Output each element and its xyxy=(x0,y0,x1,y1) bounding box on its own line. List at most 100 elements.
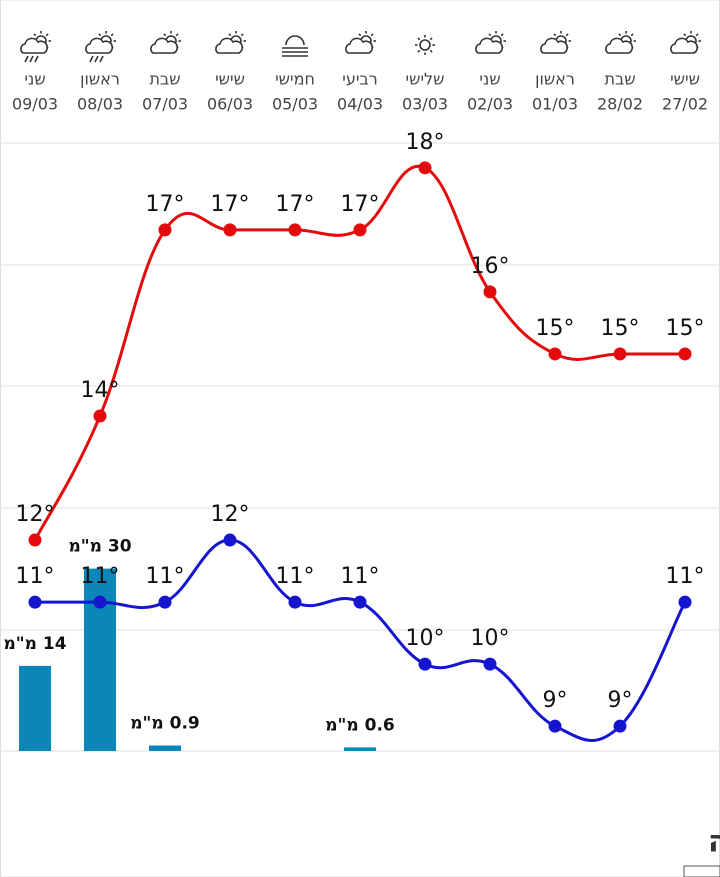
cloud xyxy=(670,37,699,54)
temp-point xyxy=(418,161,432,175)
temp-label: 15° xyxy=(666,316,705,341)
ray xyxy=(110,33,114,37)
ray xyxy=(98,33,102,37)
date-label: 01/03 xyxy=(532,95,578,114)
ray xyxy=(175,33,179,37)
temp-point xyxy=(93,595,107,609)
cloud xyxy=(605,37,634,54)
temp-label: 11° xyxy=(146,564,185,589)
temp-point xyxy=(613,719,627,733)
temp-point xyxy=(613,347,627,361)
ray xyxy=(488,33,492,37)
drop xyxy=(94,55,99,63)
rain-bar xyxy=(149,745,181,751)
temp-point xyxy=(483,657,497,671)
day-label: ראשון xyxy=(535,70,575,89)
rain-bar xyxy=(344,747,376,751)
temp-label: 12° xyxy=(16,502,55,527)
ray xyxy=(500,33,504,37)
drop xyxy=(24,55,29,63)
day-label: שני xyxy=(24,70,45,89)
temp-point xyxy=(223,533,237,547)
day-label: ראשון xyxy=(80,70,120,89)
ray xyxy=(630,33,634,37)
cloud xyxy=(215,37,244,54)
temp-point xyxy=(353,223,367,237)
temp-label: 11° xyxy=(16,564,55,589)
fog-top xyxy=(285,35,305,46)
date-label: 06/03 xyxy=(207,95,253,114)
temp-point xyxy=(28,533,42,547)
temp-label: 16° xyxy=(471,254,510,279)
temp-label: 15° xyxy=(536,316,575,341)
chart-title: מזג אוויר שעתי נהריה xyxy=(708,825,720,860)
sun xyxy=(419,39,431,51)
ray xyxy=(417,37,421,41)
temp-label: 17° xyxy=(211,192,250,217)
temp-label: 10° xyxy=(471,626,510,651)
ray xyxy=(370,33,374,37)
temp-point xyxy=(483,285,497,299)
rain-label: 0.6 מ"מ xyxy=(325,715,395,735)
temp-label: 18° xyxy=(406,130,445,155)
rain-label: 30 מ"מ xyxy=(68,537,131,557)
temp-point xyxy=(223,223,237,237)
temp-label: 17° xyxy=(276,192,315,217)
day-label: שישי xyxy=(670,70,700,89)
date-label: 05/03 xyxy=(272,95,318,114)
temp-label: 9° xyxy=(608,688,633,713)
weather-icon xyxy=(215,31,246,54)
temp-point xyxy=(548,347,562,361)
day-label: שני xyxy=(479,70,500,89)
date-label: 03/03 xyxy=(402,95,448,114)
date-label: 04/03 xyxy=(337,95,383,114)
temp-label: 11° xyxy=(276,564,315,589)
temp-point xyxy=(28,595,42,609)
cloud xyxy=(345,37,374,54)
corner-box xyxy=(683,865,720,877)
day-label: חמישי xyxy=(275,70,315,89)
day-label: שישי xyxy=(215,70,245,89)
date-label: 27/02 xyxy=(662,95,708,114)
temp-label: 15° xyxy=(601,316,640,341)
day-label: שבת xyxy=(149,70,180,89)
drop xyxy=(89,55,94,63)
temp-point xyxy=(353,595,367,609)
weather-icon xyxy=(540,31,571,54)
weather-icon xyxy=(475,31,506,54)
cloud xyxy=(85,37,114,54)
drop xyxy=(29,55,34,63)
drop xyxy=(99,55,104,63)
ray xyxy=(429,49,433,53)
rain-bar xyxy=(19,665,51,751)
temp-point xyxy=(93,409,107,423)
ray xyxy=(618,33,622,37)
temp-point xyxy=(418,657,432,671)
cloud xyxy=(475,37,504,54)
ray xyxy=(683,33,687,37)
grid xyxy=(0,142,720,752)
weather-icon xyxy=(282,35,308,57)
cloud xyxy=(150,37,179,54)
temp-label: 11° xyxy=(666,564,705,589)
ray xyxy=(163,33,167,37)
temp-label: 11° xyxy=(81,564,120,589)
temp-label: 11° xyxy=(341,564,380,589)
temp-point xyxy=(158,595,172,609)
temp-label: 12° xyxy=(211,502,250,527)
weather-icon xyxy=(415,35,435,55)
temp-label: 17° xyxy=(341,192,380,217)
weather-icon xyxy=(20,31,51,63)
rain-label: 0.9 מ"מ xyxy=(130,714,200,734)
rain-label: 14 מ"מ xyxy=(3,634,66,654)
temp-point xyxy=(548,719,562,733)
weather-icon xyxy=(150,31,181,54)
date-label: 09/03 xyxy=(12,95,58,114)
temp-label: 10° xyxy=(406,626,445,651)
weather-icon xyxy=(85,31,116,63)
temp-label: 17° xyxy=(146,192,185,217)
temp-point xyxy=(678,347,692,361)
weather-icon xyxy=(670,31,701,54)
temp-point xyxy=(288,595,302,609)
ray xyxy=(33,33,37,37)
